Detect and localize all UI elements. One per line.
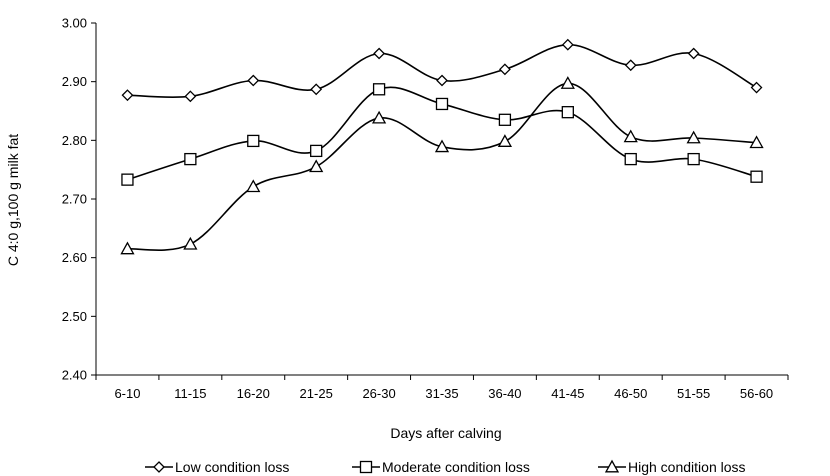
- legend: Low condition loss Moderate condition los…: [145, 459, 746, 475]
- legend-label: Moderate condition loss: [382, 459, 530, 475]
- legend-marker-square: [359, 460, 373, 474]
- x-tick-label: 46-50: [614, 386, 647, 401]
- x-tick-label: 21-25: [300, 386, 333, 401]
- data-point-diamond: [121, 89, 134, 102]
- data-point-diamond: [498, 63, 511, 76]
- data-point-triangle: [560, 76, 575, 89]
- data-point-diamond: [184, 90, 197, 103]
- y-tick-label: 2.70: [62, 192, 87, 207]
- x-tick-label: 31-35: [425, 386, 458, 401]
- data-point-diamond: [373, 47, 386, 60]
- data-point-square: [184, 152, 197, 166]
- x-axis-title: Days after calving: [390, 425, 501, 441]
- x-tick-label: 36-40: [488, 386, 521, 401]
- data-point-triangle: [749, 135, 764, 149]
- data-point-triangle: [497, 134, 513, 147]
- data-point-square: [435, 97, 449, 111]
- data-point-square: [372, 83, 386, 96]
- legend-marker-diamond: [153, 461, 165, 473]
- x-tick-label: 26-30: [362, 386, 395, 401]
- y-tick-label: 2.80: [62, 133, 87, 148]
- series-group: [120, 38, 764, 255]
- series-triangle: [120, 76, 764, 255]
- data-point-square: [624, 152, 637, 166]
- x-tick-label: 6-10: [114, 386, 140, 401]
- data-point-diamond: [561, 38, 574, 51]
- data-point-triangle: [183, 236, 198, 250]
- x-tick-label: 11-15: [174, 386, 206, 401]
- y-axis-ticks: 2.40 2.50 2.60 2.70 2.80 2.90 3.00: [62, 16, 96, 383]
- legend-label: High condition loss: [628, 459, 746, 475]
- y-tick-label: 2.40: [62, 368, 87, 383]
- legend-item-diamond: Low condition loss: [145, 459, 289, 475]
- data-point-diamond: [687, 47, 700, 60]
- series-line-diamond: [127, 43, 757, 99]
- x-tick-label: 56-60: [740, 386, 773, 401]
- x-tick-label: 41-45: [551, 386, 584, 401]
- data-point-diamond: [624, 59, 637, 72]
- y-tick-label: 2.60: [62, 250, 87, 265]
- y-tick-label: 2.90: [62, 74, 87, 89]
- data-point-square: [561, 106, 574, 119]
- legend-item-square: Moderate condition loss: [352, 459, 530, 475]
- data-point-triangle: [371, 110, 387, 124]
- data-point-diamond: [310, 83, 323, 96]
- data-point-triangle: [623, 129, 638, 143]
- x-tick-label: 51-55: [677, 386, 710, 401]
- data-point-diamond: [750, 81, 763, 94]
- legend-label: Low condition loss: [175, 459, 289, 475]
- y-axis-title: C 4:0 g,100 g milk fat: [5, 134, 21, 266]
- series-square: [121, 83, 763, 186]
- data-point-square: [121, 173, 134, 186]
- x-tick-label: 16-20: [237, 386, 270, 401]
- data-point-square: [310, 144, 323, 158]
- legend-item-triangle: High condition loss: [598, 459, 746, 475]
- data-point-square: [750, 170, 763, 183]
- data-point-diamond: [247, 74, 260, 87]
- data-point-diamond: [436, 74, 448, 87]
- data-point-triangle: [434, 139, 450, 153]
- data-point-square: [498, 113, 512, 126]
- data-point-triangle: [309, 159, 324, 173]
- data-point-square: [247, 134, 260, 148]
- x-axis-ticks: 6-10 11-15 16-20 21-25 26-30 31-35 36-40 41-45 4…: [95, 375, 789, 401]
- y-tick-label: 2.50: [62, 309, 87, 324]
- legend-marker-triangle: [604, 459, 620, 473]
- data-point-square: [687, 152, 700, 166]
- series-diamond: [121, 38, 763, 103]
- data-point-triangle: [686, 130, 701, 144]
- data-point-triangle: [120, 241, 135, 255]
- y-tick-label: 3.00: [62, 16, 87, 31]
- data-point-triangle: [246, 179, 261, 193]
